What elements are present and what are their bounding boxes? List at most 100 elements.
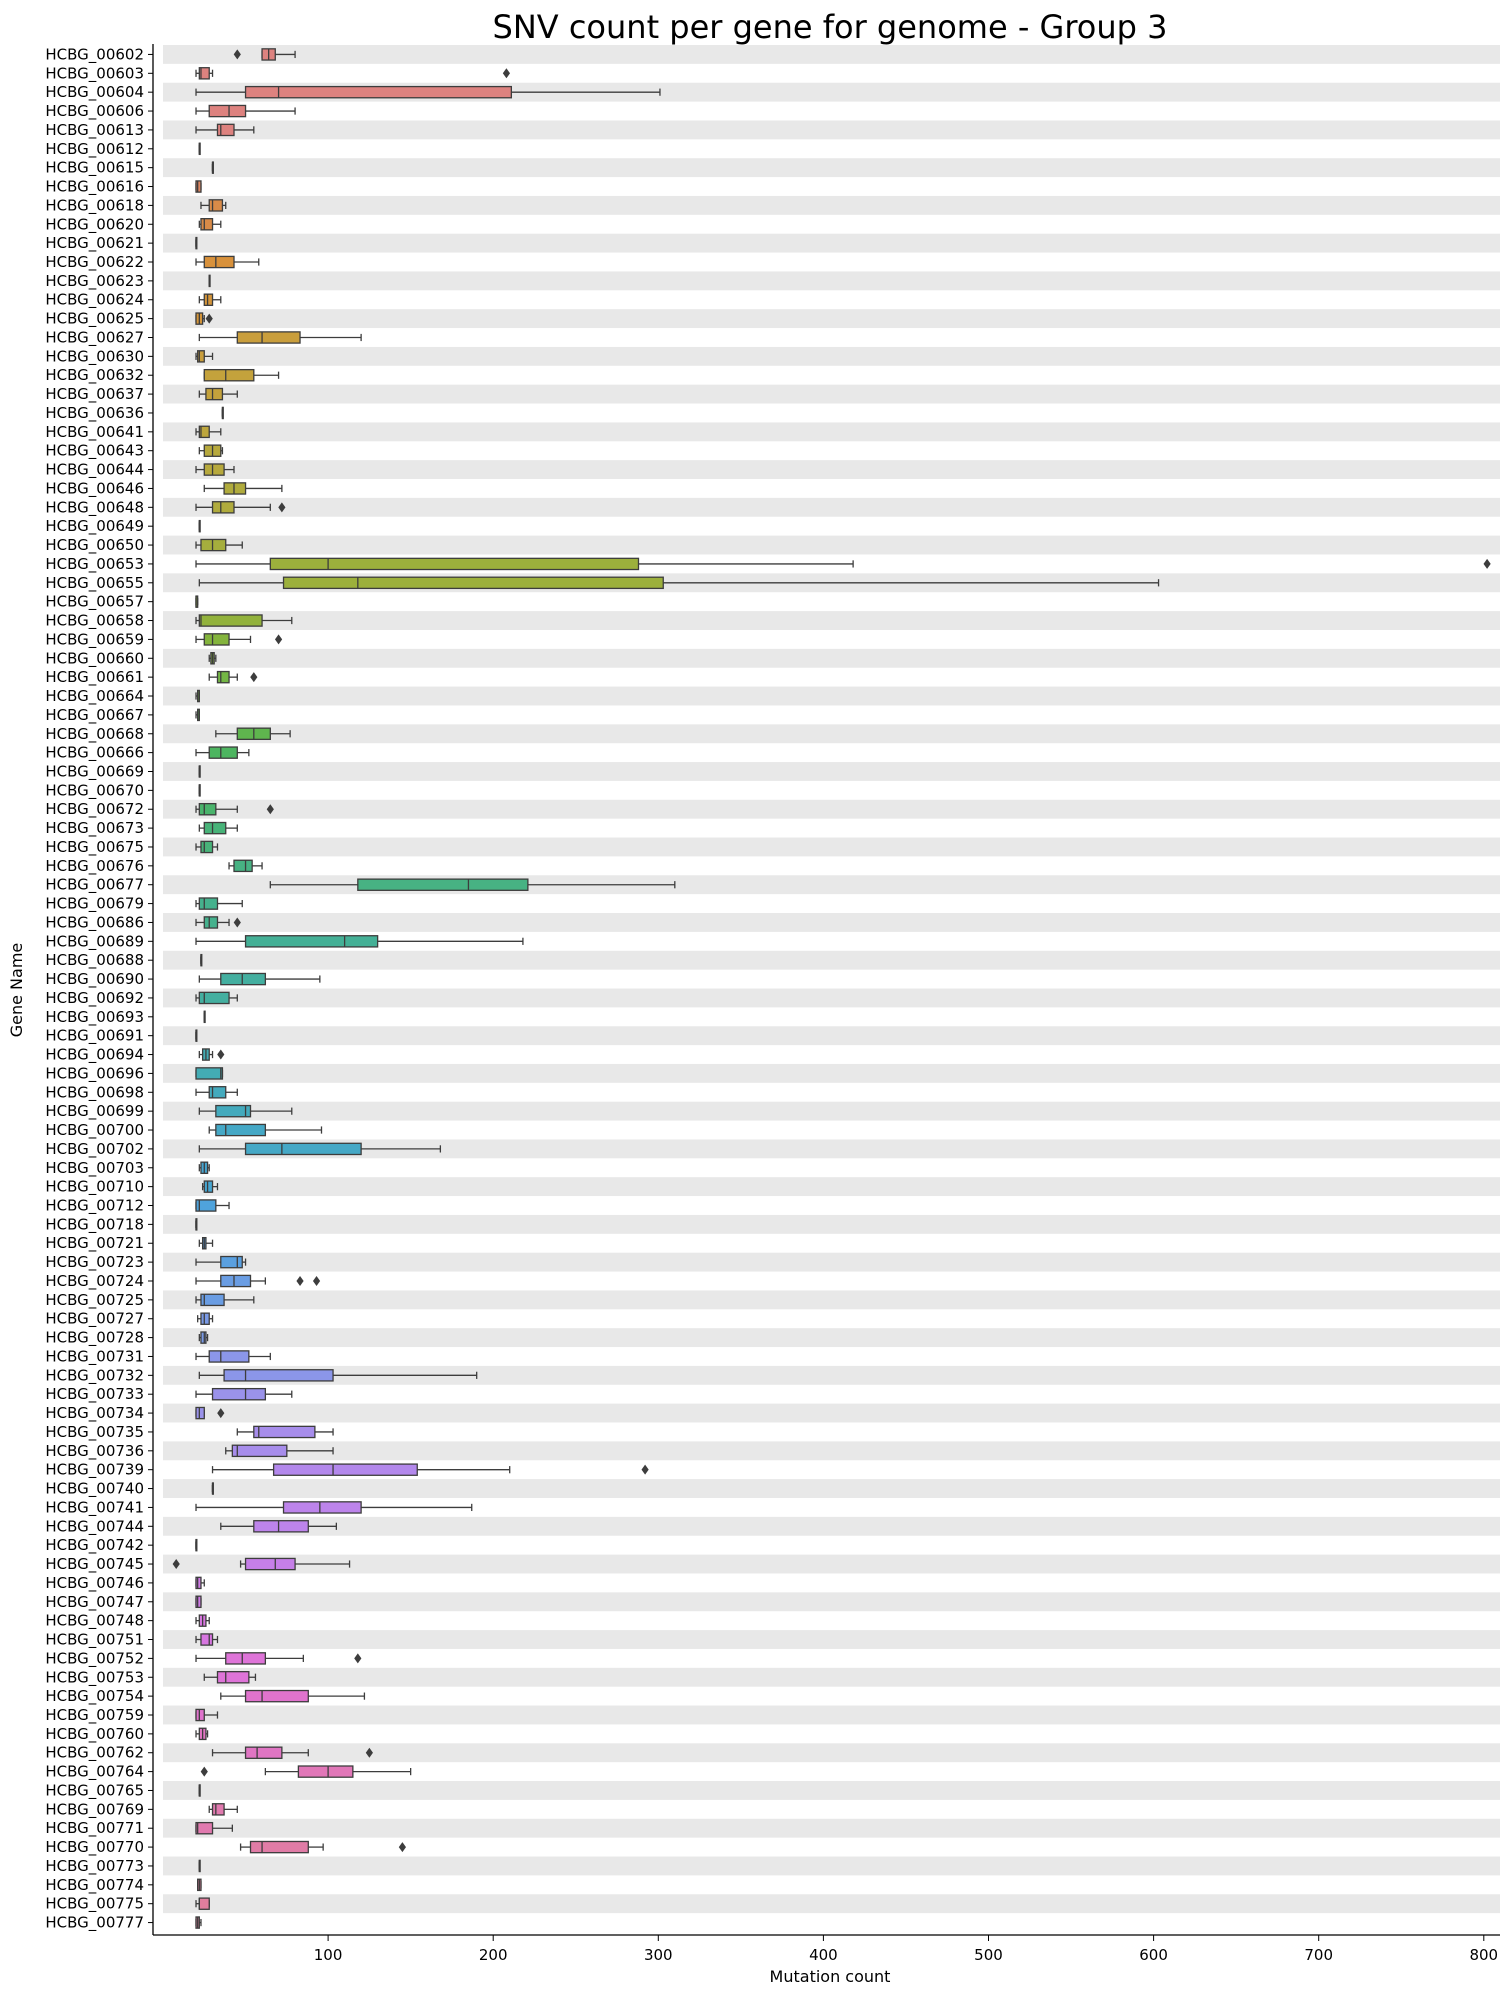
outlier-point [312,1275,321,1286]
box-hcbg-00739 [211,1463,649,1476]
y-tick-label: HCBG_00604 [45,83,144,102]
row-band [163,1328,1500,1348]
y-tick-label: HCBG_00765 [45,1781,144,1800]
x-tick-label: 300 [644,1946,673,1964]
iqr-box [200,1293,225,1307]
y-tick-label: HCBG_00773 [45,1857,144,1876]
row-band [163,1177,1500,1197]
y-tick-label: HCBG_00771 [45,1819,144,1838]
iqr-box [236,331,301,344]
iqr-box [200,538,227,552]
box-hcbg-00688 [200,953,203,967]
y-tick-label: HCBG_00724 [45,1272,144,1291]
y-tick-label: HCBG_00658 [45,612,144,631]
row-band [163,1516,1500,1536]
y-tick-label: HCBG_00646 [45,479,144,498]
box-hcbg-00745 [172,1557,351,1571]
iqr-box [200,1331,207,1344]
y-tick-label: HCBG_00686 [45,913,144,932]
y-tick-label: HCBG_00751 [45,1631,144,1650]
row-band [163,1705,1500,1725]
iqr-box [198,67,210,80]
y-tick-label: HCBG_00679 [45,895,144,914]
box-hcbg-00604 [195,85,661,99]
y-tick-label: HCBG_00623 [45,272,144,291]
box-hcbg-00754 [220,1689,366,1703]
iqr-box [195,1406,205,1420]
y-tick-label: HCBG_00676 [45,857,144,876]
box-hcbg-00649 [198,519,201,533]
iqr-box [203,368,255,382]
row-band [163,1214,1500,1234]
row-band [163,1479,1500,1498]
iqr-box [200,1312,210,1325]
row-band [163,988,1500,1008]
box-hcbg-00723 [195,1255,247,1269]
iqr-box [198,425,210,439]
iqr-box [211,1387,267,1401]
box-hcbg-00648 [195,501,286,514]
row-band [163,535,1500,555]
row-band [163,837,1500,857]
outlier-point [278,502,286,513]
y-tick-label: HCBG_00710 [45,1178,144,1197]
y-tick-label: HCBG_00630 [45,347,144,366]
box-hcbg-00694 [198,1048,225,1061]
box-hcbg-00762 [211,1746,373,1759]
y-tick-label: HCBG_00627 [45,328,144,347]
box-hcbg-00673 [198,821,238,835]
iqr-box [269,557,640,571]
row-band [163,686,1500,706]
iqr-box [203,463,225,476]
y-tick-label: HCBG_00670 [45,781,144,800]
iqr-box [282,1501,362,1514]
box-hcbg-00661 [208,670,258,684]
box-hcbg-00646 [203,482,283,495]
iqr-box [198,897,219,910]
row-band [163,497,1500,517]
y-tick-label: HCBG_00718 [45,1215,144,1234]
box-hcbg-00620 [198,218,222,231]
outlier-point [172,1559,180,1570]
y-tick-label: HCBG_00664 [45,687,144,706]
y-tick-label: HCBG_00762 [45,1744,144,1763]
box-hcbg-00655 [198,576,1160,590]
y-tick-label: HCBG_00702 [45,1140,144,1159]
box-hcbg-00602 [233,48,296,61]
box-hcbg-00679 [195,897,243,910]
outlier-point [266,804,274,815]
iqr-box [195,1576,202,1590]
box-hcbg-00752 [195,1652,362,1665]
row-band [163,1252,1500,1272]
y-tick-label: HCBG_00690 [45,970,144,989]
iqr-box [223,482,247,495]
box-hcbg-00667 [195,708,200,722]
box-hcbg-00691 [195,1029,198,1042]
y-tick-label: HCBG_00731 [45,1347,144,1366]
box-hcbg-00721 [198,1236,214,1250]
iqr-box [205,387,224,401]
y-tick-label: HCBG_00648 [45,498,144,517]
box-hcbg-00636 [221,406,224,420]
y-tick-label: HCBG_00612 [45,140,144,159]
y-tick-label: HCBG_00641 [45,423,144,442]
box-hcbg-00731 [195,1350,271,1363]
box-hcbg-00677 [269,878,676,891]
outlier-point [641,1464,649,1475]
box-hcbg-00670 [198,784,201,797]
y-tick-label: HCBG_00675 [45,838,144,857]
y-tick-label: HCBG_00760 [45,1725,144,1744]
box-hcbg-00741 [195,1501,473,1514]
y-tick-label: HCBG_00692 [45,989,144,1008]
box-hcbg-00653 [195,557,1491,571]
box-hcbg-00744 [220,1520,338,1533]
row-band [163,1101,1500,1121]
row-band [163,611,1500,630]
iqr-box [225,1652,267,1665]
row-band [163,799,1500,819]
box-hcbg-00764 [200,1765,412,1778]
iqr-box [203,1180,214,1193]
box-hcbg-00732 [198,1369,478,1382]
y-tick-label: HCBG_00602 [45,45,144,64]
y-tick-label: HCBG_00673 [45,819,144,838]
